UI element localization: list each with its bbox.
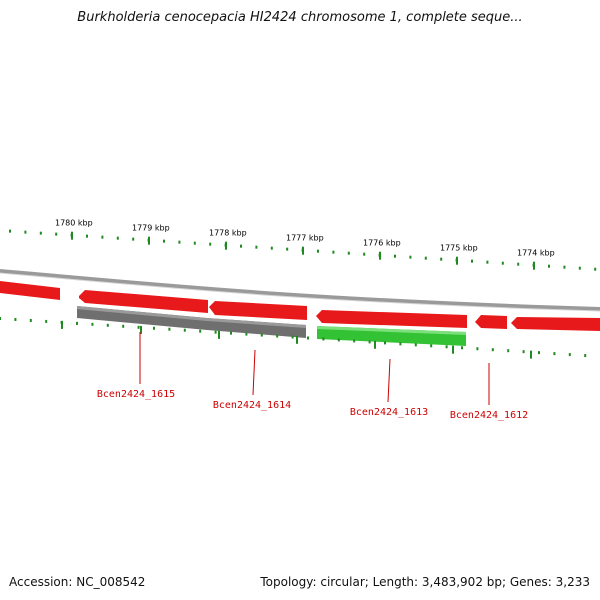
inner-ruler (0, 317, 587, 359)
forward-gene-arrow[interactable] (209, 301, 307, 320)
reverse-strand-genes (77, 306, 466, 346)
outer-ruler-major-ticks (71, 231, 535, 270)
gene-label[interactable]: Bcen2424_1614 (213, 400, 291, 411)
ruler-tick-label: 1776 kbp (363, 239, 401, 248)
ruler-tick-label: 1777 kbp (286, 234, 324, 243)
forward-gene-arrow[interactable] (316, 310, 467, 328)
gene-bcen2424-1614-arrow[interactable] (207, 318, 306, 338)
inner-ruler-major-ticks (61, 320, 532, 359)
forward-gene-arrow[interactable] (79, 290, 208, 313)
gene-label-leaders (139, 332, 490, 405)
gene-label[interactable]: Bcen2424_1615 (97, 389, 175, 400)
ruler-tick-label: 1774 kbp (517, 249, 555, 258)
forward-gene-arrow[interactable] (475, 315, 507, 329)
forward-strand-genes (0, 281, 600, 331)
gene-label[interactable]: Bcen2424_1612 (450, 410, 528, 421)
chromosome-title: Burkholderia cenocepacia HI2424 chromoso… (77, 10, 523, 25)
forward-gene-arrow[interactable] (0, 281, 60, 300)
accession-text: Accession: NC_008542 (9, 575, 146, 589)
ruler-tick-label: 1778 kbp (209, 229, 247, 238)
gene-labels: Bcen2424_1615 Bcen2424_1614 Bcen2424_161… (97, 389, 528, 421)
ruler-tick-label: 1779 kbp (132, 224, 170, 233)
forward-gene-arrow[interactable] (511, 317, 600, 331)
outer-ruler: 1780 kbp 1779 kbp 1778 kbp 1777 kbp 1776 kbp… (9, 219, 597, 271)
topology-stats-text: Topology: circular; Length: 3,483,902 bp… (260, 575, 590, 589)
ruler-tick-labels: 1780 kbp 1779 kbp 1778 kbp 1777 kbp 1776 kbp… (55, 219, 555, 258)
ruler-tick-label: 1780 kbp (55, 219, 93, 228)
gene-label[interactable]: Bcen2424_1613 (350, 407, 428, 418)
backbone-ring (0, 269, 600, 312)
ruler-tick-label: 1775 kbp (440, 244, 478, 253)
